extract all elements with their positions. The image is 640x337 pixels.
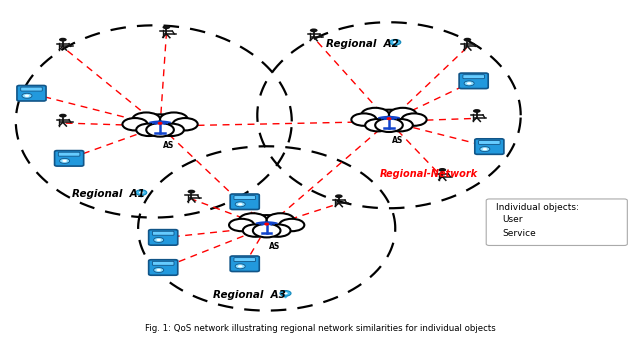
- Text: User: User: [502, 215, 522, 224]
- FancyBboxPatch shape: [54, 151, 84, 166]
- Circle shape: [464, 81, 474, 86]
- FancyBboxPatch shape: [17, 86, 46, 101]
- Circle shape: [59, 114, 67, 118]
- Circle shape: [160, 113, 188, 126]
- Circle shape: [370, 110, 408, 128]
- FancyBboxPatch shape: [486, 199, 627, 245]
- Circle shape: [561, 232, 570, 237]
- Circle shape: [60, 158, 70, 163]
- Circle shape: [280, 290, 291, 296]
- Text: Regional  A1: Regional A1: [72, 189, 145, 199]
- Circle shape: [136, 190, 147, 195]
- Circle shape: [389, 108, 417, 121]
- Circle shape: [563, 234, 567, 235]
- Polygon shape: [391, 42, 399, 47]
- Circle shape: [154, 238, 164, 242]
- FancyBboxPatch shape: [479, 141, 500, 144]
- Circle shape: [59, 38, 67, 41]
- Circle shape: [156, 269, 161, 271]
- Circle shape: [236, 264, 245, 269]
- Circle shape: [158, 122, 162, 124]
- Text: Fig. 1: QoS network illustrating regional network similarities for individual ob: Fig. 1: QoS network illustrating regiona…: [145, 324, 495, 333]
- Circle shape: [375, 118, 403, 132]
- FancyBboxPatch shape: [475, 139, 504, 154]
- Circle shape: [390, 39, 401, 45]
- Circle shape: [159, 124, 184, 136]
- Text: Regional-Network: Regional-Network: [380, 168, 477, 179]
- Circle shape: [438, 168, 446, 172]
- Circle shape: [387, 118, 390, 120]
- FancyBboxPatch shape: [152, 231, 174, 235]
- Circle shape: [467, 82, 472, 85]
- Circle shape: [265, 223, 268, 225]
- FancyBboxPatch shape: [556, 225, 582, 239]
- Polygon shape: [282, 293, 289, 298]
- Circle shape: [284, 292, 288, 295]
- FancyBboxPatch shape: [559, 227, 579, 231]
- Circle shape: [473, 109, 481, 113]
- Circle shape: [393, 41, 397, 43]
- Text: AS: AS: [163, 141, 174, 150]
- Text: AS: AS: [269, 242, 280, 251]
- Circle shape: [463, 38, 471, 41]
- Circle shape: [62, 160, 67, 162]
- FancyBboxPatch shape: [234, 257, 255, 262]
- FancyBboxPatch shape: [230, 194, 259, 210]
- Circle shape: [141, 114, 179, 133]
- Circle shape: [248, 215, 285, 234]
- Circle shape: [147, 123, 174, 136]
- FancyBboxPatch shape: [148, 260, 178, 275]
- FancyBboxPatch shape: [148, 229, 178, 245]
- Circle shape: [25, 95, 29, 97]
- Circle shape: [362, 108, 389, 121]
- Circle shape: [243, 224, 268, 237]
- Circle shape: [279, 219, 304, 231]
- FancyBboxPatch shape: [459, 73, 488, 89]
- Circle shape: [188, 190, 195, 193]
- Circle shape: [236, 202, 245, 207]
- Circle shape: [253, 224, 280, 237]
- Circle shape: [561, 210, 568, 213]
- Polygon shape: [137, 192, 145, 197]
- Text: Individual objects:: Individual objects:: [495, 203, 579, 212]
- Circle shape: [267, 213, 294, 227]
- Text: AS: AS: [392, 136, 403, 145]
- Circle shape: [401, 113, 427, 126]
- FancyBboxPatch shape: [230, 256, 259, 272]
- Circle shape: [388, 119, 413, 131]
- Circle shape: [239, 213, 267, 227]
- Circle shape: [310, 28, 317, 32]
- Circle shape: [238, 203, 243, 206]
- Circle shape: [229, 219, 254, 231]
- Circle shape: [483, 148, 487, 150]
- Text: Regional  A2: Regional A2: [326, 39, 399, 49]
- Circle shape: [238, 265, 243, 268]
- Text: Regional  A3: Regional A3: [213, 290, 286, 300]
- Circle shape: [139, 191, 143, 194]
- FancyBboxPatch shape: [20, 87, 42, 91]
- Circle shape: [365, 119, 390, 131]
- FancyBboxPatch shape: [58, 152, 80, 156]
- Circle shape: [480, 147, 490, 152]
- Circle shape: [154, 268, 164, 273]
- Circle shape: [173, 118, 198, 130]
- FancyBboxPatch shape: [152, 262, 174, 265]
- Circle shape: [266, 224, 291, 237]
- Circle shape: [132, 113, 160, 126]
- Circle shape: [122, 118, 148, 130]
- Circle shape: [335, 194, 342, 198]
- Circle shape: [351, 113, 376, 126]
- FancyBboxPatch shape: [463, 75, 484, 79]
- Text: Service: Service: [502, 228, 536, 238]
- FancyBboxPatch shape: [234, 195, 255, 200]
- Circle shape: [136, 124, 161, 136]
- Circle shape: [156, 239, 161, 241]
- Circle shape: [163, 25, 170, 29]
- Circle shape: [22, 93, 32, 98]
